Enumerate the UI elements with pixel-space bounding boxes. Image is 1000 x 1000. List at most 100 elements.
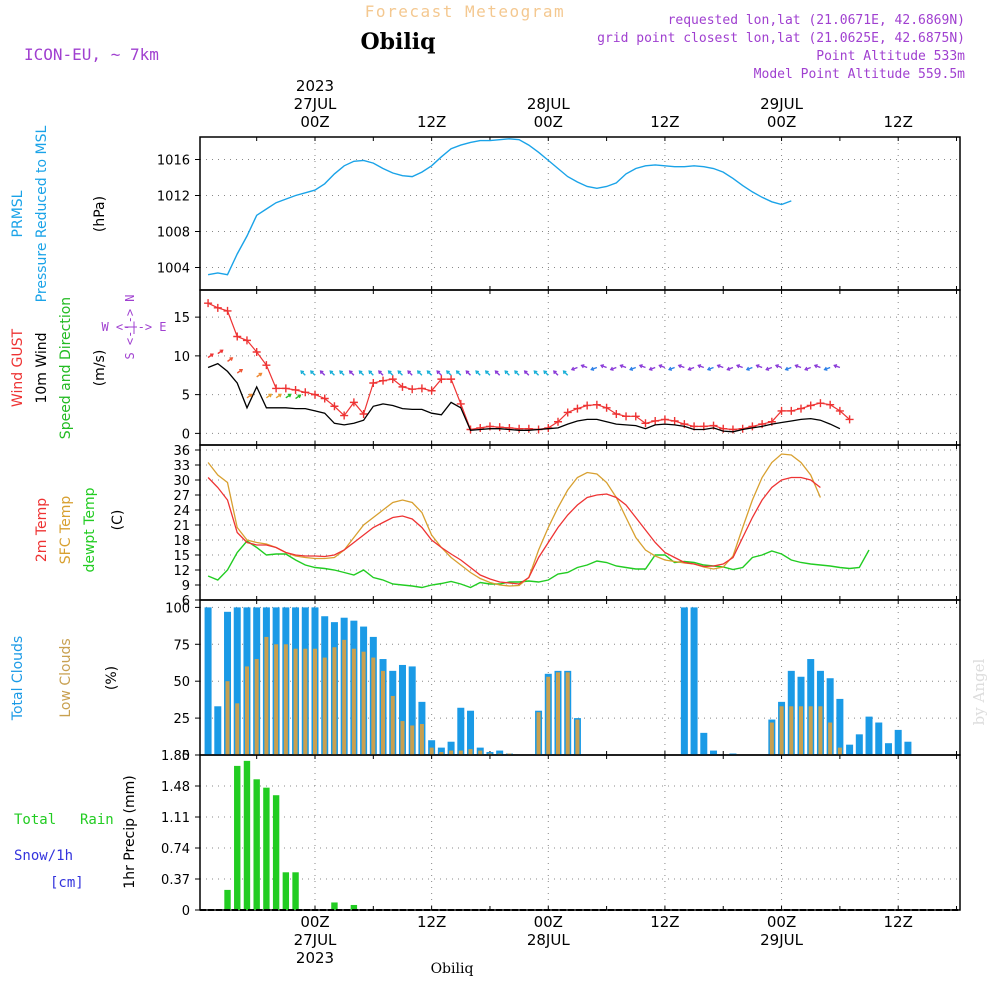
sfc-temp-line — [207, 453, 821, 587]
wind-arrow-head — [504, 370, 509, 375]
wind-arrow-head — [648, 366, 653, 371]
wind-arrow-head — [494, 370, 499, 375]
rain-bar — [292, 872, 299, 910]
total-cloud-bar — [894, 729, 902, 755]
y-tick-label: 27 — [173, 489, 190, 504]
y-tick-label: 25 — [173, 712, 190, 727]
low-cloud-bar — [235, 703, 240, 755]
compass-we: W <-|-> E — [101, 320, 166, 334]
gust-marker — [777, 406, 786, 415]
total-cloud-bar — [836, 698, 844, 755]
wind-label-10m: 10m Wind — [34, 332, 50, 403]
wind-arrow-head — [484, 370, 489, 375]
model-label: ICON-EU, ~ 7km — [24, 45, 159, 64]
low-cloud-bar — [244, 666, 249, 755]
low-cloud-bar — [361, 651, 366, 755]
wind-label-gust: Wind GUST — [10, 328, 26, 407]
low-cloud-bar — [536, 712, 541, 755]
gust-marker — [398, 382, 407, 391]
low-cloud-bar — [808, 706, 813, 755]
top-axis-label: 00Z — [534, 113, 563, 131]
low-cloud-bar — [779, 706, 784, 755]
y-tick-label: 21 — [173, 519, 190, 534]
low-cloud-bar — [351, 648, 356, 755]
low-cloud-bar — [342, 639, 347, 755]
y-tick-label: 15 — [173, 549, 190, 564]
rain-bar — [272, 795, 280, 910]
wind-arrow-head — [475, 370, 480, 375]
low-cloud-bar — [828, 722, 833, 755]
wind-arrow-head — [239, 369, 244, 373]
gust-marker — [641, 419, 650, 428]
low-cloud-bar — [390, 695, 395, 755]
y-tick-label: 9 — [182, 579, 190, 594]
y-tick-label: 33 — [173, 459, 190, 474]
low-cloud-bar — [449, 750, 454, 755]
y-tick-label: 15 — [173, 311, 190, 326]
top-axis-label: 27JUL — [294, 95, 337, 113]
gust-marker — [262, 361, 271, 370]
wind-arrow-head — [407, 370, 412, 375]
total-cloud-bar — [884, 743, 892, 755]
gust-marker — [495, 423, 504, 432]
y-tick-label: 1016 — [157, 154, 190, 169]
total-cloud-bar — [875, 722, 883, 755]
wind-arrow-head — [804, 366, 809, 371]
total-cloud-bar — [865, 716, 873, 755]
gust-marker — [612, 410, 621, 418]
gust-marker — [826, 400, 835, 409]
y-tick-label: 1012 — [157, 190, 190, 205]
low-cloud-bar — [371, 657, 376, 755]
total-cloud-bar — [204, 607, 212, 755]
gust-marker — [524, 424, 533, 433]
wind-arrow-head — [248, 393, 253, 398]
wind-arrow-head — [426, 370, 431, 375]
gust-marker — [272, 384, 281, 393]
gust-marker — [515, 424, 524, 433]
bottom-axis-label: 2023 — [296, 949, 334, 967]
wind-panel: 0 5 10 15 Wind GUST 10m Wind Speed and Directi… — [10, 289, 961, 446]
total-cloud-bar — [680, 607, 688, 755]
total-cloud-bar — [398, 664, 406, 755]
wind-arrow-head — [436, 370, 441, 375]
wind-arrow-head — [329, 370, 334, 375]
panel-frame — [199, 754, 961, 911]
y-tick-label: 18 — [173, 534, 190, 549]
wind-arrow-head — [774, 364, 779, 369]
wind-arrow-head — [697, 364, 702, 369]
clouds-panel: 0 25 50 75 100 Total Clouds Low Clouds (%) — [10, 599, 961, 764]
wind-arrow-head — [229, 357, 234, 361]
wind-arrow-head — [465, 370, 470, 375]
low-cloud-bar — [818, 706, 823, 755]
y-tick-label: 24 — [173, 504, 190, 519]
total-cloud-bar — [904, 741, 912, 755]
low-cloud-bar — [303, 648, 308, 755]
low-cloud-bar — [322, 657, 327, 755]
top-axis-label: 12Z — [650, 113, 679, 131]
rain-bar — [234, 765, 241, 910]
wind-arrow-head — [765, 366, 770, 371]
y-tick-label: 0 — [182, 749, 190, 764]
low-cloud-bar — [313, 648, 317, 755]
wind-arrow-head — [523, 370, 528, 375]
y-tick-label: 0 — [182, 904, 190, 919]
low-cloud-bar — [254, 659, 259, 755]
gust-marker — [602, 403, 611, 412]
gust-line — [207, 302, 850, 431]
wind-arrow-head — [784, 366, 789, 371]
low-cloud-bar — [274, 644, 279, 755]
cloud-label-unit: (%) — [104, 666, 120, 690]
wind-arrow-head — [668, 366, 673, 371]
temp-label-dewpt: dewpt Temp — [82, 487, 98, 572]
bottom-axis-label: 00Z — [300, 913, 329, 931]
wind-arrow-head — [677, 364, 682, 369]
rain-bar — [331, 902, 338, 910]
top-axis-label: 2023 — [296, 77, 334, 95]
low-cloud-bar — [837, 747, 842, 755]
gust-marker — [311, 390, 319, 399]
point-altitude: Point Altitude 533m — [816, 49, 965, 64]
low-cloud-bar — [478, 750, 483, 755]
